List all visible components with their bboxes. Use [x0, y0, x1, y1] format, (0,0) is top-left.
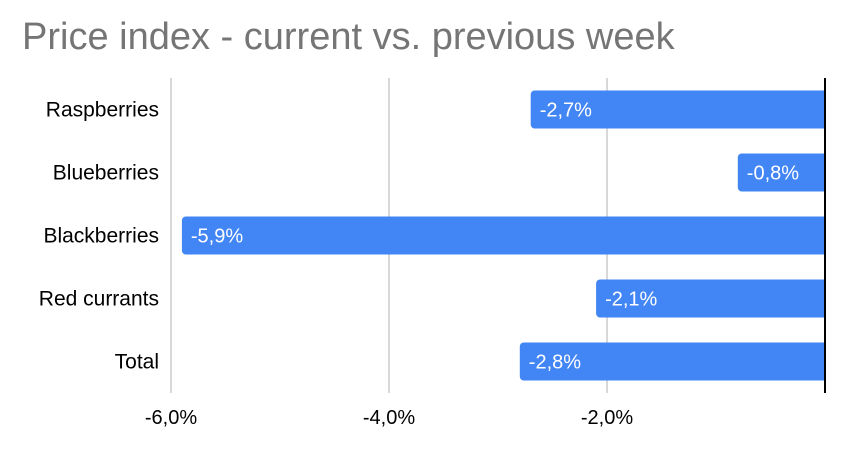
x-tick-label: -4,0% [363, 407, 415, 429]
bar [530, 90, 825, 129]
bar [519, 342, 825, 381]
bar-edge [819, 216, 825, 255]
category-label: Raspberries [46, 99, 159, 122]
chart-title: Price index - current vs. previous week [22, 16, 675, 58]
category-label: Blueberries [53, 162, 159, 185]
bar-edge [819, 342, 825, 381]
data-label: -2,7% [540, 100, 592, 122]
data-label: -0,8% [747, 163, 799, 185]
category-label: Total [115, 351, 159, 374]
bar-edge [819, 90, 825, 129]
data-label: -5,9% [191, 226, 243, 248]
bar [737, 153, 825, 192]
bar-edge [819, 153, 825, 192]
category-label: Red currants [39, 288, 159, 311]
data-label: -2,1% [605, 289, 657, 311]
bar [181, 216, 825, 255]
data-label: -2,8% [529, 352, 581, 374]
x-tick-label: -2,0% [581, 407, 633, 429]
x-tick-label: -6,0% [145, 407, 197, 429]
category-label: Blackberries [43, 225, 159, 248]
bar-edge [819, 279, 825, 318]
bar [596, 279, 825, 318]
